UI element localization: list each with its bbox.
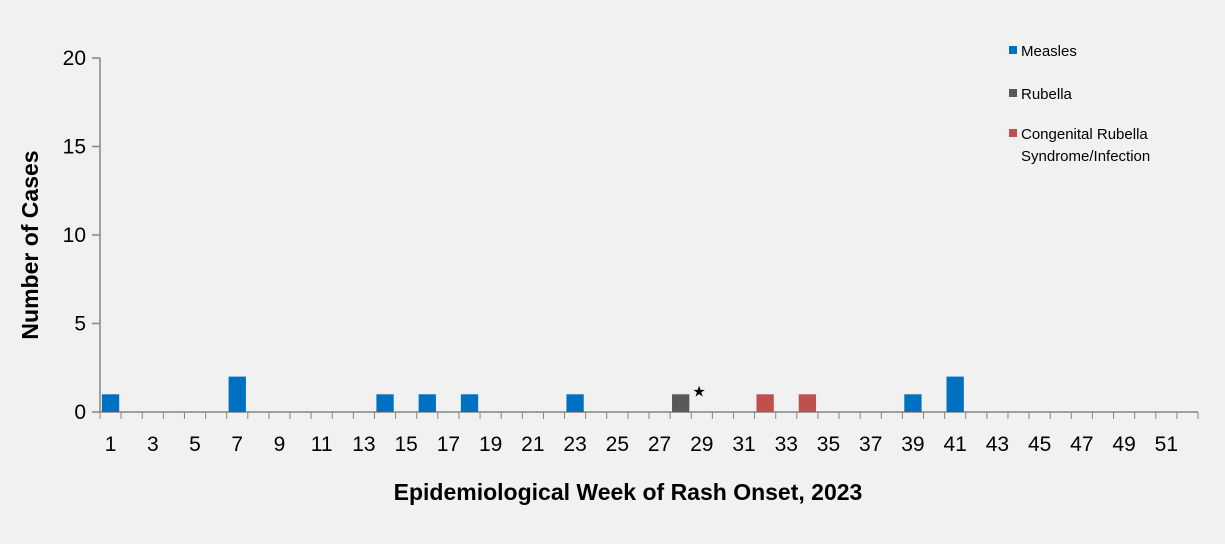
bar-measles [101,394,120,412]
legend-label-line: Rubella [1021,86,1073,103]
x-tick-label: 9 [274,433,286,456]
x-tick-label: 33 [775,433,798,456]
bar-measles [946,376,964,412]
legend-label-line: Measles [1021,43,1077,60]
x-tick-label: 21 [521,433,544,456]
x-axis-title: Epidemiological Week of Rash Onset, 2023 [394,479,863,505]
legend: Measles Rubella Congenital Rubella Syndrome… [1009,43,1150,165]
x-tick-label: 39 [901,433,924,456]
legend-swatch [1009,129,1017,137]
legend-label: Measles [1021,43,1077,60]
legend-label-line: Syndrome/Infection [1021,148,1150,165]
x-tick-label: 37 [859,433,882,456]
y-tick-label: 5 [74,313,86,336]
legend-swatch [1009,89,1017,97]
y-tick-label: 0 [74,401,86,424]
x-tick-label: 49 [1112,433,1135,456]
bar-rubella [672,394,690,412]
x-tick-label: 1 [105,433,117,456]
x-tick-label: 23 [563,433,586,456]
bar-measles [904,394,922,412]
annotation-star: ★ [692,382,705,400]
bar-measles [228,376,246,412]
bar-measles [566,394,584,412]
axes [92,57,1199,419]
x-tick-label: 47 [1070,433,1093,456]
x-tick-label: 31 [732,433,755,456]
x-tick-label: 15 [394,433,417,456]
x-tick-label: 11 [311,433,333,456]
x-tick-label: 35 [817,433,840,456]
y-axis-title: Number of Cases [17,150,43,339]
bar-congenital-rubella-syndrome-infection [798,394,817,412]
x-tick-label: 29 [690,433,713,456]
annotations: ★ [692,382,705,400]
y-tick-label: 10 [63,224,86,247]
bar-measles [418,394,436,412]
x-tick-label: 19 [479,433,502,456]
x-tick-label: 25 [606,433,629,456]
legend-label-line: Congenital Rubella [1021,126,1148,143]
y-tick-label: 20 [63,47,86,70]
legend-label: Congenital Rubella Syndrome/Infection [1021,126,1150,165]
x-tick-label: 7 [231,433,243,456]
x-tick-label: 17 [437,433,460,456]
x-tick-label: 5 [189,433,201,456]
bar-congenital-rubella-syndrome-infection [756,394,774,412]
x-tick-label: 3 [147,433,159,456]
legend-swatch [1009,46,1017,54]
x-tick-label: 45 [1028,433,1051,456]
bars [101,376,964,412]
legend-label: Rubella [1021,86,1073,103]
bar-measles [376,394,394,412]
y-tick-label: 15 [63,136,86,159]
bar-measles [460,394,479,412]
x-tick-label: 51 [1155,433,1178,456]
x-tick-label: 43 [986,433,1009,456]
x-tick-label: 27 [648,433,671,456]
x-tick-label: 13 [352,433,375,456]
x-tick-label: 41 [943,433,966,456]
